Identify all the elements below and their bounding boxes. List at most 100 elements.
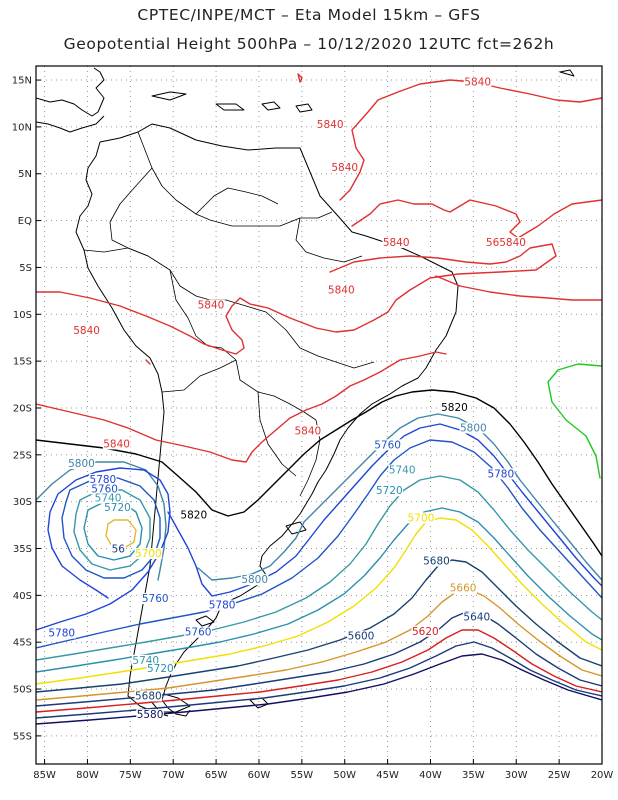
- lat-tick-label: 25S: [13, 450, 32, 461]
- contour-label: 5780: [48, 628, 75, 640]
- lon-tick-label: 85W: [33, 770, 56, 781]
- contour-label: 5800: [460, 422, 487, 434]
- longitude-axis: 85W 80W 75W 70W 65W 60W 55W 50W 45W 40W 35W 30W 25W 2…: [33, 759, 613, 781]
- contour-5580: [36, 653, 602, 725]
- contour-label: 5720: [376, 485, 403, 497]
- lat-tick-label: 20S: [13, 403, 32, 414]
- contour-5620: [36, 629, 602, 713]
- contour-label: 5680: [135, 690, 162, 702]
- contour-5840-band: [36, 243, 557, 355]
- contour-5780-ring: [36, 467, 171, 631]
- contour-label-bg: [375, 485, 404, 497]
- contour-label-bg: [72, 325, 101, 337]
- contour-label-bg: [487, 468, 515, 480]
- lat-tick-label: 15N: [12, 76, 32, 87]
- contour-label-bg: [327, 284, 356, 296]
- contour-label: 5820: [180, 510, 207, 522]
- lon-tick-label: 50W: [333, 770, 356, 781]
- lat-gridlines: [36, 79, 602, 737]
- contour-label: 5720: [147, 663, 174, 675]
- contour-label: 5840: [383, 237, 410, 249]
- contour-label-bg: [463, 76, 492, 88]
- contour-5800-south: [197, 413, 602, 581]
- contour-label-bg: [382, 236, 410, 248]
- contour-label-bg: [47, 627, 76, 639]
- lon-gridlines: [44, 66, 603, 764]
- lat-tick-label: 10N: [12, 122, 32, 133]
- contour-label-bg: [316, 118, 344, 130]
- lon-tick-label: 70W: [162, 770, 185, 781]
- contour-label-bg: [179, 509, 208, 521]
- contour-label: 5840: [331, 162, 358, 174]
- lat-tick-label: 40S: [13, 591, 32, 602]
- contour-label-bg: [208, 599, 236, 611]
- contour-5780-main: [167, 423, 602, 597]
- contour-label-bg: [294, 425, 322, 437]
- contour-label-bg: [89, 473, 117, 485]
- contour-5680: [36, 559, 602, 693]
- map-frame: [35, 65, 603, 765]
- contour-label: 5640: [463, 612, 490, 624]
- contour-label-bg: [103, 502, 132, 514]
- contour-label: 5840: [103, 438, 130, 450]
- contour-5740-ring: [73, 489, 151, 571]
- contour-5840-south: [36, 351, 447, 463]
- contour-label: 5760: [91, 483, 118, 495]
- contour-5820: [36, 389, 602, 557]
- contour-5600: [36, 641, 602, 719]
- contour-label-bg: [485, 236, 527, 248]
- contour-label: 5760: [142, 593, 169, 605]
- contour-label: 5840: [294, 425, 321, 437]
- contour-label-bg: [131, 654, 160, 666]
- contour-label: 5700: [408, 512, 435, 524]
- contour-label: 5760: [185, 627, 212, 639]
- contour-5840-east: [435, 275, 602, 301]
- contour-label: 5780: [209, 600, 236, 612]
- contour-label-bg: [411, 625, 440, 637]
- contours: [36, 73, 602, 725]
- contour-5800-ring: [36, 461, 167, 581]
- contour-label: 5840: [464, 77, 491, 89]
- contour-label-bg: [330, 161, 359, 173]
- lat-tick-label: 10S: [13, 310, 32, 321]
- map-title: CPTEC/INPE/MCT – Eta Model 15km – GFS: [137, 6, 481, 24]
- contour-label: 5580: [137, 709, 164, 721]
- contour-5840-mid: [351, 199, 602, 239]
- lat-tick-label: 35S: [13, 544, 32, 555]
- lon-tick-label: 20W: [591, 770, 614, 781]
- country-borders: [83, 131, 375, 497]
- lat-tick-label: 5S: [19, 263, 32, 274]
- contour-label-bg: [141, 592, 170, 604]
- contour-label: 5720: [104, 502, 131, 514]
- contour-5860: [547, 363, 602, 479]
- contour-label: 5840: [198, 300, 225, 312]
- contour-label: 5680: [423, 556, 450, 568]
- contour-label-bg: [373, 439, 402, 451]
- contour-5640: [36, 611, 602, 707]
- contour-label-bg: [422, 555, 451, 567]
- lat-tick-label: 5N: [18, 169, 32, 180]
- lon-tick-label: 35W: [462, 770, 485, 781]
- coastlines: [36, 67, 575, 717]
- contour-label: 5660: [450, 583, 477, 595]
- lat-tick-label: 55S: [13, 731, 32, 742]
- lon-tick-label: 65W: [205, 770, 228, 781]
- map-subtitle: Geopotential Height 500hPa – 10/12/2020 …: [63, 35, 555, 53]
- contour-5840-north: [339, 79, 602, 201]
- lat-tick-label: 45S: [13, 638, 32, 649]
- contour-label: 5840: [328, 285, 355, 297]
- contour-label-bg: [110, 543, 126, 555]
- contour-label-bg: [407, 512, 435, 524]
- contour-label-bg: [102, 438, 131, 450]
- contour-label-bg: [459, 422, 488, 434]
- lat-tick-label: 30S: [13, 497, 32, 508]
- contour-label-bg: [197, 299, 225, 311]
- contour-label: 5740: [389, 465, 416, 477]
- contour-5760-ring: [61, 477, 161, 579]
- contour-label-bg: [134, 548, 163, 560]
- contour-label: 5840: [317, 119, 344, 131]
- contour-label: 5840: [73, 325, 100, 337]
- lon-tick-label: 55W: [291, 770, 314, 781]
- latitude-axis: 15N 10N 5N EQ 5S 10S 15S 20S 25S 30S 35S 40S 45S 50S 5…: [12, 76, 41, 742]
